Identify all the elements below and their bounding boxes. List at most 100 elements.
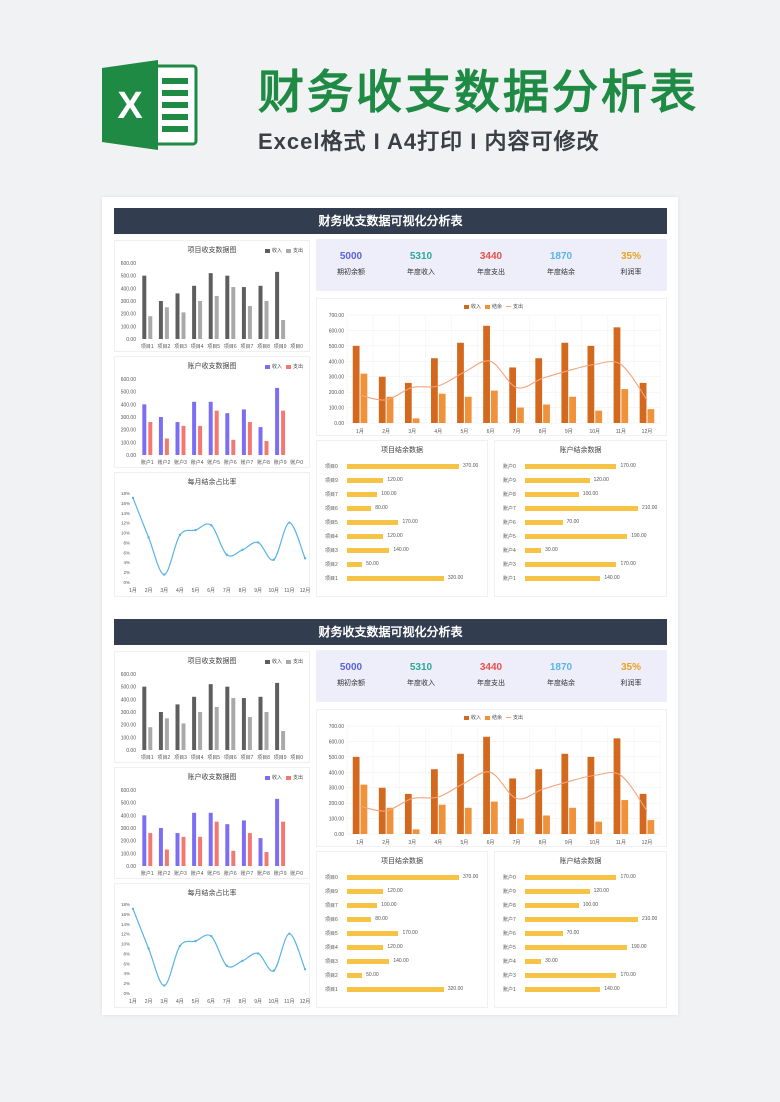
y-tick-label: 0.00 <box>334 421 344 427</box>
series-line <box>359 771 648 812</box>
hbar-mark <box>347 917 372 922</box>
bar-mark <box>175 422 180 455</box>
hbar-row: 项目1 320.00 <box>325 573 483 585</box>
kpi-value: 1870 <box>549 251 573 262</box>
x-tick-label: 账户9 <box>274 459 287 466</box>
bar-mark <box>148 316 153 339</box>
hbar-row: 项目6 80.00 <box>325 503 483 515</box>
bar-mark <box>225 413 230 455</box>
kpi-label: 年度结余 <box>547 269 575 276</box>
y-tick-label: 100.00 <box>121 324 137 330</box>
bar-mark <box>225 686 230 750</box>
bar-mark <box>543 815 550 834</box>
project-chart-legend: 收入 支出 <box>261 658 303 665</box>
hbar-row: 项目0 370.00 <box>325 461 483 473</box>
hbar-row: 项目9 120.00 <box>325 886 483 898</box>
bar-mark <box>595 410 603 423</box>
x-tick-label: 4月 <box>176 999 184 1005</box>
kpi-value: 3440 <box>479 251 503 262</box>
logo-letter: X <box>117 85 143 127</box>
project-chart-panel: 项目收支数据图 收入 支出 0.00 100.00 200.00 300.00 400.0… <box>114 651 310 763</box>
bar-mark <box>208 684 213 750</box>
ratio-chart-panel: 每月结余占比率 0% 2% 4% 6% 8% 10% 12% 14% 16% 18% 1月 2月 3月 4… <box>114 472 310 597</box>
hbar-label: 项目2 <box>325 973 338 979</box>
data-point <box>178 944 182 948</box>
hbar-mark <box>347 506 372 511</box>
data-point <box>272 969 275 972</box>
y-tick-label: 200.00 <box>329 801 345 807</box>
hbar-value: 100.00 <box>582 902 599 908</box>
legend-expense: 支出 <box>292 775 303 781</box>
bar-mark <box>275 271 280 339</box>
bar-mark <box>214 706 219 750</box>
hbar-row: 项目6 80.00 <box>325 914 483 926</box>
kpi-value: 5310 <box>409 662 433 673</box>
bar-mark <box>258 285 263 339</box>
x-tick-label: 账户8 <box>257 459 270 466</box>
bar-mark <box>148 833 153 866</box>
hbar-label: 账户6 <box>503 520 516 526</box>
bar-mark <box>490 390 498 423</box>
y-tick-label: 18% <box>121 491 130 496</box>
hbar-label: 项目1 <box>325 576 338 582</box>
bar-mark <box>198 425 203 455</box>
x-tick-label: 8月 <box>539 429 547 435</box>
kpi-label: 期初余额 <box>337 269 365 276</box>
x-tick-label: 7月 <box>223 588 231 594</box>
x-tick-label: 账户2 <box>158 870 171 877</box>
data-point <box>147 536 150 539</box>
x-tick-label: 项目1 <box>141 755 154 761</box>
data-point <box>178 533 182 537</box>
legend-expense: 支出 <box>513 304 524 310</box>
y-tick-label: 200.00 <box>121 839 137 845</box>
project-chart-title: 项目收支数据图 <box>187 657 237 665</box>
y-tick-label: 400.00 <box>121 286 137 292</box>
x-tick-label: 6月 <box>207 999 215 1005</box>
bar-mark <box>535 358 543 423</box>
y-tick-label: 100.00 <box>329 406 345 412</box>
x-tick-label: 项目7 <box>241 344 254 350</box>
hbar-mark <box>347 903 378 908</box>
excel-logo-icon: X <box>102 60 198 150</box>
hbar-mark <box>347 492 378 497</box>
hbar-value: 170.00 <box>620 972 636 978</box>
x-tick-label: 8月 <box>239 588 247 594</box>
y-tick-label: 600.00 <box>121 261 137 267</box>
x-tick-label: 5月 <box>192 999 200 1005</box>
x-tick-label: 账户0 <box>290 870 303 877</box>
bar-mark <box>241 820 246 866</box>
kpi-row: 5000 期初余额 5310 年度收入 3440 年度支出 1870 年度结余 35% 利… <box>316 239 667 291</box>
bar-mark <box>241 698 246 750</box>
y-tick-label: 10% <box>121 942 130 947</box>
dashboard-block-2: 财务收支数据可视化分析表 项目收支数据图 收入 支出 0.00 100.00 200.… <box>114 619 667 1014</box>
hbar-value: 320.00 <box>447 575 464 581</box>
legend-expense: 支出 <box>292 659 303 665</box>
hbar-row: 项目4 120.00 <box>325 942 483 954</box>
kpi-opening-balance: 5000 期初余额 <box>316 650 386 702</box>
spreadsheet-sheet: 财务收支数据可视化分析表 项目收支数据图 收入 支出 0.00 100.00 200.… <box>102 197 678 1015</box>
data-point <box>209 934 213 938</box>
bar-mark <box>587 345 595 423</box>
hbar-mark <box>347 534 384 539</box>
hbar-mark <box>347 562 363 567</box>
y-tick-label: 600.00 <box>121 788 137 794</box>
hbar-row: 项目9 120.00 <box>325 475 483 487</box>
x-tick-label: 11月 <box>284 588 294 594</box>
x-tick-label: 3月 <box>408 429 416 435</box>
hbar-row: 账户0 170.00 <box>503 872 662 884</box>
kpi-label: 利润率 <box>620 269 642 276</box>
kpi-value: 35% <box>620 251 641 262</box>
bar-mark <box>517 818 524 834</box>
x-tick-label: 项目3 <box>174 755 187 761</box>
x-tick-label: 4月 <box>434 840 442 846</box>
y-tick-label: 300.00 <box>121 826 137 832</box>
y-tick-label: 0.00 <box>126 337 136 343</box>
hbar-row: 项目7 100.00 <box>325 489 483 501</box>
hbar-label: 账户4 <box>503 959 516 965</box>
kpi-label: 期初余额 <box>337 680 365 687</box>
hbar-label: 项目0 <box>325 875 338 881</box>
bar-mark <box>386 396 394 423</box>
x-tick-label: 项目0 <box>290 344 303 350</box>
hbar-row: 账户7 210.00 <box>503 503 662 515</box>
hbar-label: 账户6 <box>503 931 516 937</box>
